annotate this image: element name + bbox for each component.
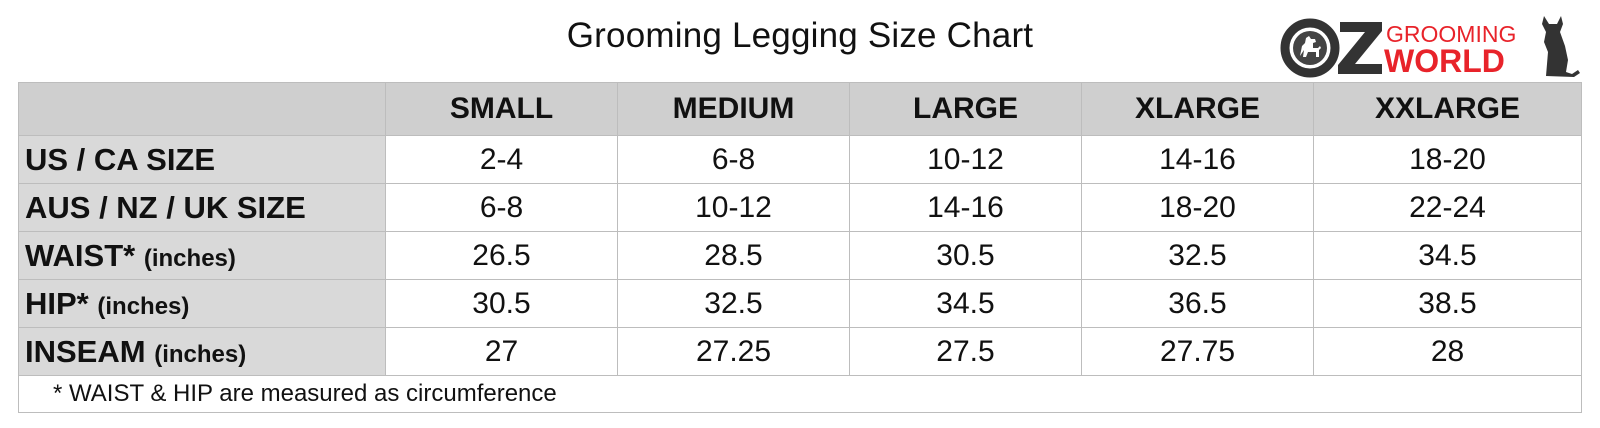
header-small: SMALL [385,82,618,136]
table-row: WAIST* (inches) 26.5 28.5 30.5 32.5 34.5 [18,231,1582,280]
table-cell: 32.5 [617,279,850,328]
table-cell: 10-12 [617,183,850,232]
table-cell: 27.25 [617,327,850,376]
table-cell: 34.5 [849,279,1082,328]
table-cell: 32.5 [1081,231,1314,280]
table-cell: 2-4 [385,135,618,184]
table-cell: 30.5 [849,231,1082,280]
table-cell: 14-16 [849,183,1082,232]
header-medium: MEDIUM [617,82,850,136]
table-cell: 14-16 [1081,135,1314,184]
table-cell: 10-12 [849,135,1082,184]
row-label-text: AUS / NZ / UK SIZE [25,189,306,225]
table-cell: 34.5 [1313,231,1582,280]
footnote: * WAIST & HIP are measured as circumfere… [18,375,1582,413]
table-cell: 6-8 [385,183,618,232]
header-xlarge: XLARGE [1081,82,1314,136]
table-cell: 28 [1313,327,1582,376]
logo-text-top: GROOMING [1386,21,1516,47]
logo-z-letter [1338,22,1382,74]
table-cell: 36.5 [1081,279,1314,328]
header-xxlarge: XXLARGE [1313,82,1582,136]
table-header-row: SMALL MEDIUM LARGE XLARGE XXLARGE [18,82,1582,136]
header-corner [18,82,386,136]
table-cell: 27.75 [1081,327,1314,376]
row-unit: (inches) [143,244,236,272]
logo-text-bottom: WORLD [1384,43,1505,78]
logo-graphic: GROOMING WORLD [1280,16,1580,78]
size-chart-table: SMALL MEDIUM LARGE XLARGE XXLARGE US / C… [18,82,1582,413]
table-row: INSEAM (inches) 27 27.25 27.5 27.75 28 [18,327,1582,376]
table-cell: 27.5 [849,327,1082,376]
table-cell: 27 [385,327,618,376]
logo-o-ring [1280,18,1340,78]
row-unit: (inches) [154,340,247,368]
row-unit: (inches) [97,292,190,320]
table-cell: 26.5 [385,231,618,280]
row-label-text: WAIST* [25,237,136,273]
footnote-row: * WAIST & HIP are measured as circumfere… [18,375,1582,413]
table-row: US / CA SIZE 2-4 6-8 10-12 14-16 18-20 [18,135,1582,184]
table-cell: 18-20 [1313,135,1582,184]
table-row: HIP* (inches) 30.5 32.5 34.5 36.5 38.5 [18,279,1582,328]
page-title: Grooming Legging Size Chart [566,16,1034,55]
table-cell: 22-24 [1313,183,1582,232]
cat-icon [1542,16,1580,77]
dog-icon [1300,36,1321,57]
table-cell: 38.5 [1313,279,1582,328]
table-row: AUS / NZ / UK SIZE 6-8 10-12 14-16 18-20… [18,183,1582,232]
table-cell: 30.5 [385,279,618,328]
oz-grooming-world-logo: GROOMING WORLD [1278,12,1582,78]
table-cell: 18-20 [1081,183,1314,232]
header-large: LARGE [849,82,1082,136]
row-label-waist: WAIST* (inches) [18,231,386,280]
table-cell: 28.5 [617,231,850,280]
row-label-us-ca-size: US / CA SIZE [18,135,386,184]
table-cell: 6-8 [617,135,850,184]
row-label-aus-nz-uk-size: AUS / NZ / UK SIZE [18,183,386,232]
row-label-text: US / CA SIZE [25,141,216,177]
row-label-text: HIP* [25,285,89,321]
row-label-hip: HIP* (inches) [18,279,386,328]
row-label-inseam: INSEAM (inches) [18,327,386,376]
row-label-text: INSEAM [25,333,146,369]
